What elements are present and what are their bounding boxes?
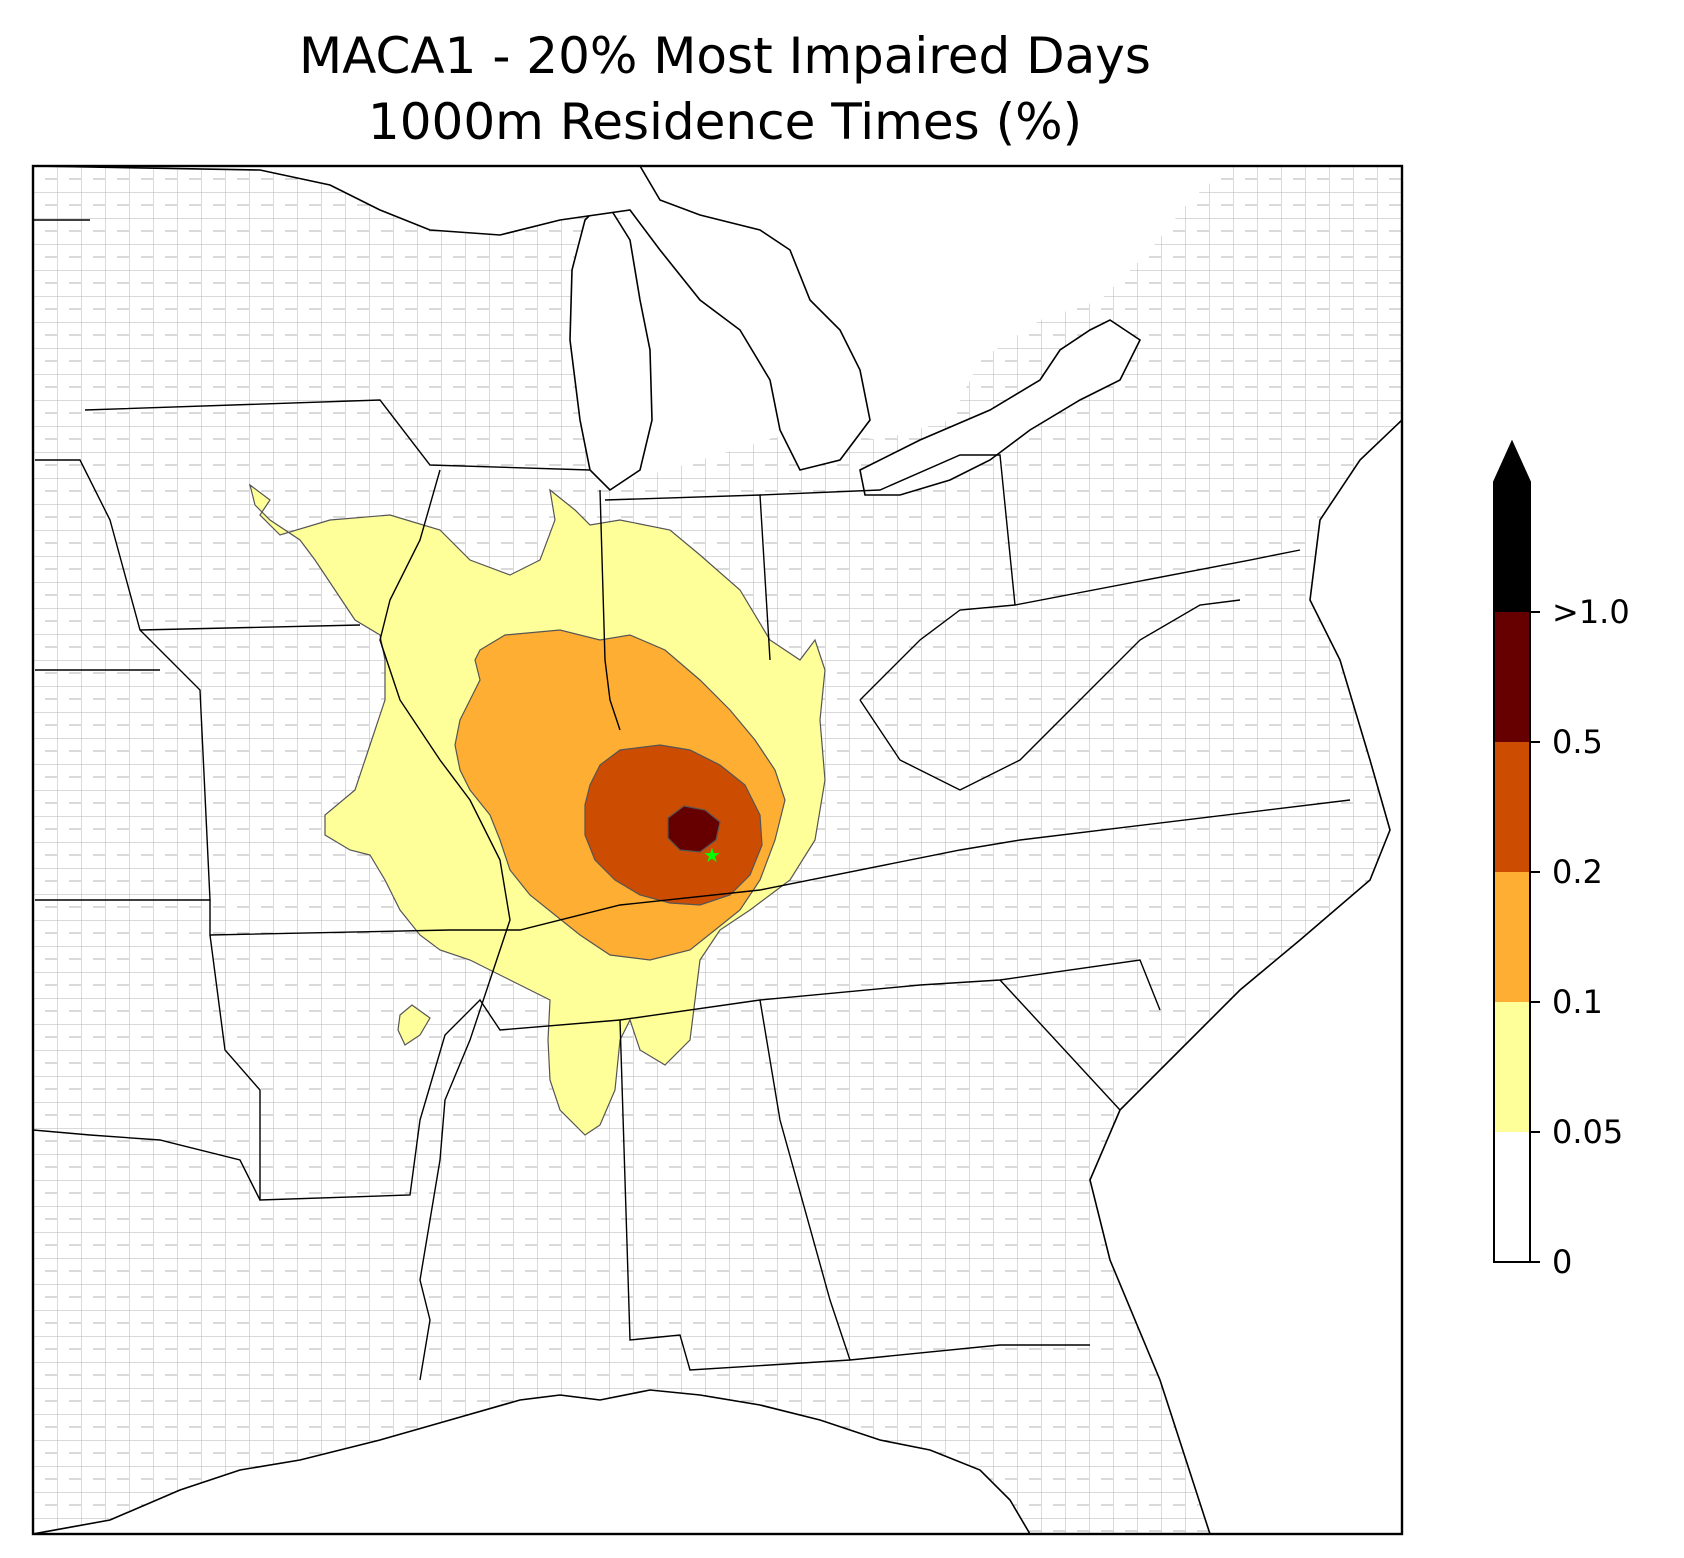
- mississippi-river: [379, 469, 511, 1381]
- colorbar-bin: [1494, 482, 1530, 612]
- colorbar-bin: [1494, 1132, 1530, 1262]
- colorbar-tick-label: 0.5: [1552, 723, 1603, 761]
- colorbar-tick-label: >1.0: [1552, 593, 1630, 631]
- contour-0-05-island: [397, 1004, 431, 1046]
- lake-michigan: [569, 198, 653, 492]
- colorbar-tick-label: 0.05: [1552, 1113, 1623, 1151]
- atlantic-coast: [1089, 418, 1402, 1534]
- colorbar-tick-label: 0.2: [1552, 853, 1603, 891]
- gulf-of-mexico: [33, 1389, 1031, 1534]
- colorbar-tick-label: 0: [1552, 1243, 1572, 1281]
- colorbar-outline: [1493, 439, 1531, 1263]
- lake-erie-ontario: [859, 319, 1142, 496]
- colorbar-bin: [1494, 742, 1530, 872]
- colorbar-bin: [1494, 872, 1530, 1002]
- contour-0-5: [667, 805, 721, 853]
- site-marker-star-icon: ★: [703, 843, 721, 867]
- colorbar-extend-arrow: [1494, 442, 1530, 482]
- colorbar-tick-label: 0.1: [1552, 983, 1603, 1021]
- lake-superior-huron: [33, 166, 871, 471]
- map-title-line-2: 1000m Residence Times (%): [367, 93, 1083, 151]
- colorbar: 0 0.05 0.1 0.2 0.5 >1.0: [1493, 439, 1630, 1281]
- colorbar-bin: [1494, 1002, 1530, 1132]
- map-title-line-1: MACA1 - 20% Most Impaired Days: [299, 27, 1151, 85]
- map-frame: [31, 164, 1404, 1536]
- state-boundaries: [33, 219, 1351, 1371]
- colorbar-bin: [1494, 612, 1530, 742]
